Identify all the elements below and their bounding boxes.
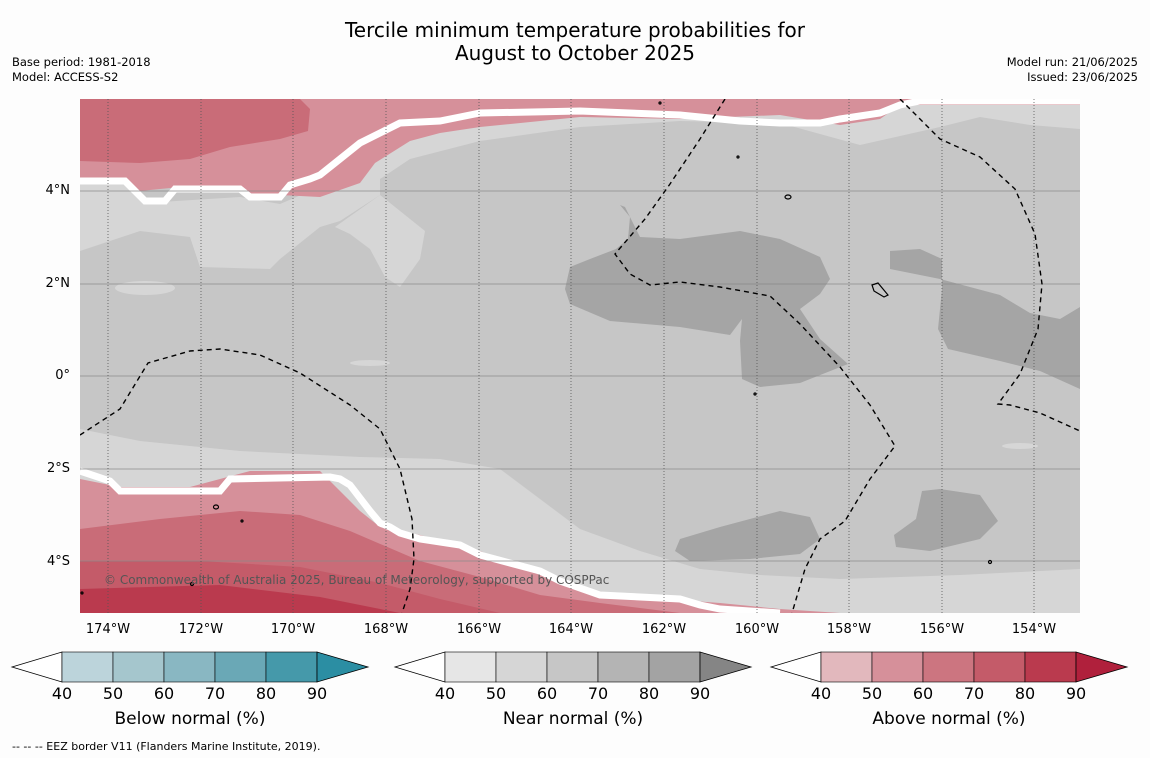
near-normal-tick-40: 40 [434, 684, 456, 703]
base-period-text: Base period: 1981-2018 [12, 55, 151, 69]
below-normal-high-extension [316, 651, 370, 683]
near-normal-bin-3 [546, 651, 599, 683]
near-normal-50-60-tongue [335, 195, 425, 287]
above-normal-bin-3 [922, 651, 975, 683]
near-normal-tick-90: 90 [689, 684, 711, 703]
near-normal-tick-50: 50 [485, 684, 507, 703]
above-normal-tick-80: 80 [1014, 684, 1036, 703]
below-normal-bin-3 [163, 651, 216, 683]
lon-label-162w: 162°W [641, 622, 687, 637]
lon-label-172w: 172°W [178, 622, 224, 637]
probability-map [80, 99, 1080, 613]
lon-label-174w: 174°W [85, 622, 131, 637]
below-normal-bin-1 [61, 651, 114, 683]
above-normal-bin-2 [871, 651, 924, 683]
lat-label-4s: 4°S [46, 554, 70, 569]
near-normal-50-60-patch-east [1002, 443, 1038, 449]
lon-label-164w: 164°W [548, 622, 594, 637]
model-run-text: Model run: 21/06/2025 [1006, 55, 1138, 69]
near-normal-70-80-southeast [894, 489, 998, 551]
model-text: Model: ACCESS-S2 [12, 70, 119, 84]
above-normal-south-80-90 [80, 585, 400, 613]
lat-label-equator: 0° [55, 368, 70, 383]
lon-label-160w: 160°W [734, 622, 780, 637]
near-normal-low-extension [393, 651, 446, 683]
near-normal-bin-5 [648, 651, 701, 683]
below-normal-bin-5 [265, 651, 318, 683]
above-normal-south-white-gap [80, 467, 781, 613]
below-normal-tick-40: 40 [51, 684, 73, 703]
islands [80, 101, 993, 595]
near-normal-bin-1 [444, 651, 497, 683]
map-title-line1: Tercile minimum temperature probabilitie… [344, 18, 806, 42]
near-normal-tick-80: 80 [638, 684, 660, 703]
near-normal-title: Near normal (%) [502, 709, 644, 729]
colorbar-near-normal [393, 651, 753, 683]
above-normal-tick-60: 60 [912, 684, 934, 703]
colorbar-above-normal [769, 651, 1129, 683]
lon-label-170w: 170°W [270, 622, 316, 637]
above-normal-tick-90: 90 [1065, 684, 1087, 703]
near-normal-bin-2 [495, 651, 548, 683]
above-normal-low-extension [769, 651, 822, 683]
lon-label-168w: 168°W [363, 622, 409, 637]
near-normal-tick-70: 70 [587, 684, 609, 703]
above-normal-high-extension [1075, 651, 1129, 683]
below-normal-title: Below normal (%) [114, 709, 266, 729]
above-normal-tick-50: 50 [861, 684, 883, 703]
below-normal-tick-60: 60 [153, 684, 175, 703]
above-normal-tick-40: 40 [810, 684, 832, 703]
below-normal-tick-80: 80 [255, 684, 277, 703]
above-normal-north [80, 99, 1080, 197]
eez-footnote: -- -- -- EEZ border V11 (Flanders Marine… [12, 740, 321, 753]
near-normal-50-60-patch [115, 281, 175, 295]
colorbar-below-normal [10, 651, 370, 683]
below-normal-low-extension [10, 651, 63, 683]
near-normal-high-extension [699, 651, 753, 683]
below-normal-bin-2 [112, 651, 165, 683]
above-normal-north-60-70 [80, 99, 310, 163]
above-normal-title: Above normal (%) [872, 709, 1026, 729]
above-normal-bin-1 [820, 651, 873, 683]
above-normal-bin-4 [973, 651, 1026, 683]
below-normal-tick-70: 70 [204, 684, 226, 703]
below-normal-tick-50: 50 [102, 684, 124, 703]
lon-label-156w: 156°W [919, 622, 965, 637]
map-credit-text: © Commonwealth of Australia 2025, Bureau… [104, 573, 610, 587]
lat-label-2s: 2°S [46, 461, 70, 476]
below-normal-bin-4 [214, 651, 267, 683]
eez-borders [80, 99, 1080, 613]
near-normal-70-80-south [675, 511, 820, 561]
above-normal-bin-5 [1024, 651, 1077, 683]
above-normal-north-white-gap [80, 99, 1080, 205]
above-normal-tick-70: 70 [963, 684, 985, 703]
lon-label-154w: 154°W [1011, 622, 1057, 637]
lon-label-166w: 166°W [456, 622, 502, 637]
lat-label-4n: 4°N [45, 183, 71, 198]
map-title-line2: August to October 2025 [454, 41, 696, 65]
near-normal-70-80-east [890, 249, 1080, 389]
near-normal-bin-4 [597, 651, 650, 683]
latitude-gridlines [80, 190, 1080, 562]
issued-text: Issued: 23/06/2025 [1027, 70, 1138, 84]
lat-label-2n: 2°N [45, 276, 71, 291]
lon-label-158w: 158°W [826, 622, 872, 637]
near-normal-tick-60: 60 [536, 684, 558, 703]
near-normal-70-80-central [565, 205, 848, 387]
near-normal-50-60-patch-small [350, 360, 390, 366]
below-normal-tick-90: 90 [306, 684, 328, 703]
